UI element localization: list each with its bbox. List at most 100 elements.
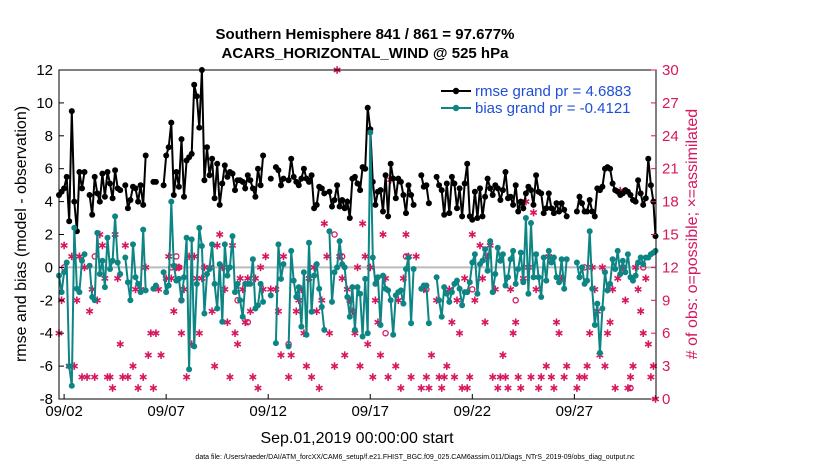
rmse-point [364, 104, 371, 111]
obs-assimilated-marker [642, 274, 650, 283]
bias-point [181, 274, 187, 281]
rmse-point [160, 182, 167, 189]
obs-assimilated-marker [91, 373, 99, 381]
obs-assimilated-marker [598, 263, 607, 272]
bias-point [104, 234, 111, 241]
obs-assimilated-marker [226, 373, 234, 381]
bias-point [152, 282, 159, 289]
rmse-point [285, 177, 292, 184]
obs-assimilated-marker [481, 318, 489, 327]
bias-point [632, 272, 639, 279]
rmse-point [446, 210, 453, 217]
bias-point [99, 257, 106, 264]
bias-point [492, 271, 499, 277]
bias-line [274, 244, 285, 344]
bias-point [622, 269, 629, 276]
bias-point [211, 280, 218, 287]
rmse-line [162, 69, 265, 206]
obs-assimilated-marker [583, 362, 591, 370]
rmse-point [563, 213, 570, 220]
x-tick-label: 09/22 [454, 403, 492, 420]
obs-assimilated-marker [134, 384, 142, 392]
bias-point [484, 267, 491, 274]
obs-assimilated-marker [547, 373, 556, 381]
bias-point [408, 320, 415, 327]
rmse-point [321, 190, 328, 197]
bias-point [198, 243, 205, 249]
bias-point [459, 302, 466, 309]
bias-point [576, 274, 583, 281]
obs-assimilated-marker [236, 274, 244, 283]
obs-assimilated-marker [113, 274, 122, 283]
bias-point [471, 251, 478, 258]
obs-assimilated-marker [621, 296, 630, 305]
left-tick-label: -4 [40, 325, 53, 342]
obs-assimilated-marker [60, 241, 68, 250]
bias-point [168, 198, 175, 205]
bias-point [410, 266, 417, 272]
obs-assimilated-marker [371, 296, 380, 305]
obs-assimilated-marker [471, 296, 479, 305]
bias-point [479, 257, 486, 264]
obs-assimilated-marker [124, 373, 132, 381]
rmse-point [216, 201, 223, 208]
rmse-point [173, 169, 180, 175]
bias-point [142, 287, 149, 294]
rmse-point [477, 185, 483, 192]
rmse-point [206, 172, 213, 179]
bias-point [209, 241, 216, 248]
rmse-point [494, 185, 501, 192]
bias-point [58, 289, 65, 296]
bias-line [435, 217, 568, 317]
obs-assimilated-marker [427, 351, 436, 359]
bias-point [454, 277, 460, 284]
bias-point [86, 262, 93, 269]
bias-point [604, 287, 611, 294]
obs-assimilated-marker [376, 351, 385, 359]
rmse-point [556, 208, 563, 215]
obs-assimilated-marker [353, 263, 362, 272]
rmse-point [313, 201, 320, 208]
left-tick-label: 0 [45, 259, 53, 276]
obs-assimilated-marker [338, 274, 346, 283]
bias-point [165, 282, 172, 289]
rmse-point [640, 201, 647, 208]
x-axis-ticks: 09/02 09/07 09/12 09/17 09/22 09/27 [45, 394, 593, 420]
bias-point [637, 254, 644, 261]
rmse-point [104, 169, 111, 175]
bias-point [204, 271, 210, 277]
obs-assimilated-marker [287, 351, 295, 359]
rmse-point [489, 192, 496, 198]
rmse-point [280, 175, 287, 182]
bias-point [380, 272, 386, 279]
bias-point [390, 331, 397, 338]
rmse-point [295, 182, 302, 189]
bias-point [397, 287, 404, 294]
obs-assimilated-marker [438, 384, 446, 392]
bias-point [163, 289, 170, 296]
bias-point [553, 274, 560, 281]
rmse-point [454, 205, 460, 212]
bias-series-layer [56, 129, 659, 389]
bias-point [510, 247, 517, 254]
obs-assimilated-marker [468, 230, 476, 239]
obs-assimilated-marker [552, 318, 561, 327]
obs-assimilated-marker [277, 351, 285, 359]
bias-point [359, 333, 366, 340]
rmse-point [499, 187, 506, 194]
rmse-point [229, 170, 236, 177]
rmse-point [117, 187, 124, 194]
bias-point [617, 271, 624, 277]
obs-assimilated-marker [108, 384, 117, 392]
rmse-point [385, 213, 392, 220]
bias-point [584, 277, 591, 284]
obs-assimilated-marker [210, 362, 219, 370]
bias-point [186, 366, 193, 373]
rmse-point [298, 175, 305, 182]
right-tick-label: 12 [662, 259, 679, 276]
rmse-point [244, 172, 251, 179]
rmse-point [632, 198, 639, 205]
obs-assimilated-marker [611, 384, 619, 392]
rmse-point [561, 206, 568, 213]
obs-assimilated-marker [139, 373, 147, 381]
